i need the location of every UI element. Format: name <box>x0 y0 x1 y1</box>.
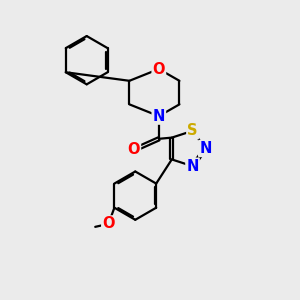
Text: S: S <box>187 123 198 138</box>
Text: O: O <box>128 142 140 158</box>
Text: N: N <box>199 141 212 156</box>
Text: O: O <box>102 216 115 231</box>
Text: O: O <box>153 61 165 76</box>
Text: N: N <box>186 159 199 174</box>
Text: N: N <box>153 109 165 124</box>
